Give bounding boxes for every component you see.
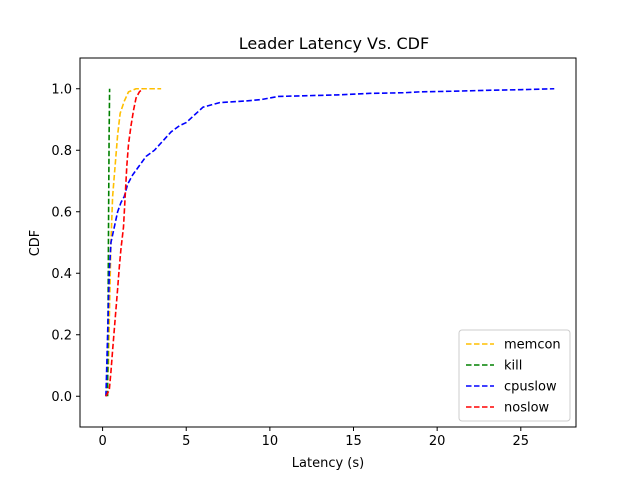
axis-ticks: 0 5 10 15 20 25 0.0 0.2 0.4 0.6 0.8 1.0 <box>51 82 529 449</box>
legend-label-memcon: memcon <box>504 338 561 353</box>
x-tick-label-4: 20 <box>429 434 446 449</box>
legend-box <box>458 329 571 422</box>
legend-label-noslow: noslow <box>504 401 550 416</box>
y-tick-label-1: 0.2 <box>51 328 72 343</box>
x-tick-label-3: 15 <box>345 434 362 449</box>
legend-label-cpuslow: cpuslow <box>504 380 557 395</box>
y-axis-label: CDF <box>28 230 43 257</box>
legend-label-kill: kill <box>504 359 522 374</box>
x-tick-label-0: 0 <box>98 434 106 449</box>
x-tick-label-2: 10 <box>262 434 279 449</box>
x-axis-label: Latency (s) <box>292 456 364 471</box>
y-tick-label-0: 0.0 <box>51 390 72 405</box>
series-line-cpuslow <box>105 87 555 397</box>
x-tick-label-5: 25 <box>513 434 530 449</box>
legend: memcon kill cpuslow noslow <box>458 329 571 422</box>
y-tick-label-3: 0.6 <box>51 205 72 220</box>
series-lines <box>105 87 555 397</box>
y-tick-label-5: 1.0 <box>51 82 72 97</box>
y-tick-label-4: 0.8 <box>51 144 72 159</box>
y-tick-label-2: 0.4 <box>51 267 72 282</box>
series-line-kill <box>106 88 111 397</box>
legend-items: memcon kill cpuslow noslow <box>466 338 561 416</box>
series-line-memcon <box>105 87 162 397</box>
x-tick-label-1: 5 <box>182 434 190 449</box>
chart-title: Leader Latency Vs. CDF <box>239 34 429 53</box>
series-line-noslow <box>105 88 144 397</box>
